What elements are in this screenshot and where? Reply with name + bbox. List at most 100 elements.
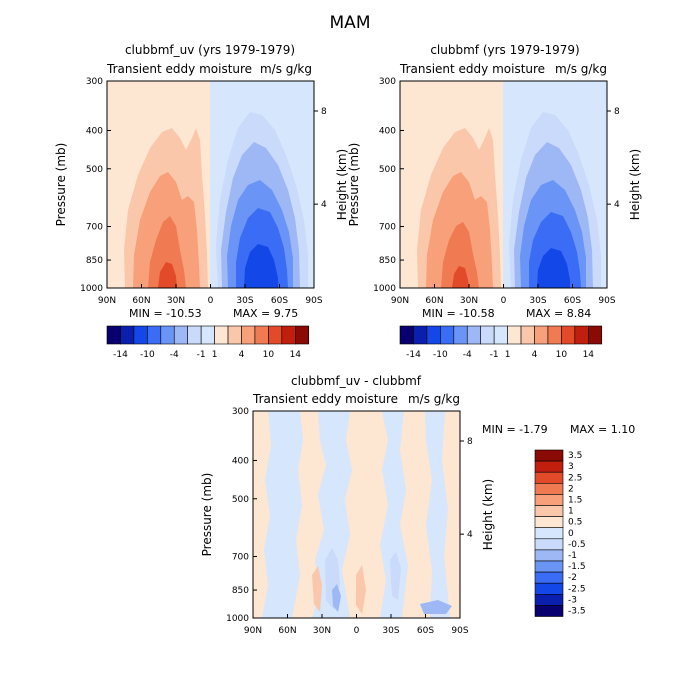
colorbar-box <box>133 325 148 345</box>
colorbar-box <box>534 571 564 584</box>
x-tick-label: 90N <box>244 626 262 636</box>
x-tick-label: 60N <box>132 296 150 306</box>
band-negative-b <box>312 411 352 618</box>
colorbar-label: 14 <box>583 350 595 360</box>
colorbar-label: -10 <box>433 350 448 360</box>
panel-top-left: clubbmf_uv (yrs 1979-1979) Transient edd… <box>106 43 315 289</box>
colorbar-box <box>480 325 495 345</box>
colorbar-label: -14 <box>406 350 421 360</box>
band-negative-d <box>425 411 450 618</box>
colorbar-label: -14 <box>113 350 128 360</box>
colorbar-box <box>147 325 162 345</box>
colorbar-box <box>534 505 564 517</box>
axes-and-colorbars: 90N 60N 30N 0 30S 60S 90S300400500700850100084… <box>54 77 642 636</box>
colorbar-box <box>294 325 310 345</box>
colorbar-box <box>534 494 564 506</box>
colorbar-box <box>227 325 242 345</box>
colorbar-label: 2.5 <box>568 473 582 483</box>
colorbar-box <box>534 527 564 540</box>
colorbar-label: 0 <box>568 529 574 539</box>
colorbar-label: -10 <box>140 350 155 360</box>
panel-subtitle-left: Transient eddy moisture <box>106 62 252 76</box>
colorbar-box <box>413 325 428 345</box>
x-tick-label: 90S <box>451 626 468 636</box>
colorbar-box <box>534 460 564 473</box>
colorbar-label: -0.5 <box>568 540 586 550</box>
min-label: MIN = -10.58 <box>422 307 495 320</box>
y-tick-label: 300 <box>232 407 249 417</box>
contour-neg-6 <box>537 248 570 288</box>
x-tick-label: 30S <box>236 296 253 306</box>
y-tick-label: 1000 <box>80 284 103 294</box>
colorbar-box <box>173 325 188 345</box>
panel-subtitle-left: Transient eddy moisture <box>399 62 545 76</box>
x-tick-label: 0 <box>501 296 507 306</box>
panel-subtitle-left: Transient eddy moisture <box>252 392 398 406</box>
colorbar-box <box>160 325 175 345</box>
y-tick-label: 1000 <box>226 614 249 624</box>
x-tick-label: 0 <box>208 296 214 306</box>
height-tick-label: 4 <box>467 530 473 540</box>
y-tick-label: 300 <box>379 77 396 87</box>
colorbar-box <box>534 325 549 345</box>
x-tick-label: 90S <box>598 296 615 306</box>
figure-title: MAM <box>330 13 371 33</box>
colorbar-label: -4 <box>463 350 472 360</box>
colorbar-label: 1 <box>568 507 574 517</box>
x-tick-label: 90N <box>98 296 116 306</box>
colorbar-box <box>534 560 564 573</box>
y-tick-label: 400 <box>379 126 396 136</box>
colorbar-box <box>534 582 564 595</box>
colorbar-label: 10 <box>556 350 568 360</box>
y2-axis-label: Height (km) <box>335 149 349 220</box>
colorbar-label: -2 <box>568 573 577 583</box>
y-tick-label: 1000 <box>373 284 396 294</box>
max-label: MAX = 1.10 <box>570 423 635 436</box>
y-tick-label: 850 <box>379 256 396 266</box>
panel-bottom: clubbmf_uv - clubbmf Transient eddy mois… <box>252 374 635 619</box>
y-tick-label: 850 <box>86 256 103 266</box>
height-tick-label: 4 <box>614 200 620 210</box>
x-tick-label: 30N <box>313 626 331 636</box>
colorbar-label: 0.5 <box>568 518 582 528</box>
colorbar-box <box>254 325 269 345</box>
colorbar-label: -4 <box>170 350 179 360</box>
panel-subtitle-right: m/s g/kg <box>408 392 460 406</box>
x-tick-label: 90S <box>305 296 322 306</box>
colorbar-box <box>453 325 468 345</box>
patch-pos-1 <box>312 566 322 612</box>
colorbar-box <box>187 325 202 345</box>
contour-pos-4 <box>441 222 479 288</box>
contour-pos-5 <box>452 266 469 288</box>
y-tick-label: 500 <box>232 495 249 505</box>
x-tick-label: 60S <box>417 626 434 636</box>
panel-subtitle-right: m/s g/kg <box>260 62 312 76</box>
colorbar-box <box>466 325 481 345</box>
colorbar-box <box>214 325 229 345</box>
y-axis-label: Pressure (mb) <box>54 143 68 227</box>
x-tick-label: 30S <box>529 296 546 306</box>
colorbar-box <box>561 325 576 345</box>
colorbar-box <box>534 605 564 617</box>
x-tick-label: 90N <box>391 296 409 306</box>
x-tick-label: 30N <box>167 296 185 306</box>
colorbar-box <box>534 449 564 462</box>
y-tick-label: 700 <box>86 223 103 233</box>
y2-axis-label: Height (km) <box>481 479 495 550</box>
colorbar-label: -1 <box>568 551 577 561</box>
colorbar-box <box>534 482 564 495</box>
height-tick-label: 8 <box>614 107 620 117</box>
contour-field <box>107 81 314 288</box>
max-label: MAX = 8.84 <box>526 307 591 320</box>
colorbar-box <box>440 325 455 345</box>
colorbar-box <box>534 549 564 562</box>
min-label: MIN = -1.79 <box>482 423 548 436</box>
colorbar-box <box>520 325 535 345</box>
x-tick-label: 60S <box>564 296 581 306</box>
colorbar-label: 14 <box>290 350 302 360</box>
colorbar-label: 3.5 <box>568 451 582 461</box>
colorbar-box <box>268 325 283 345</box>
height-tick-label: 8 <box>321 107 327 117</box>
